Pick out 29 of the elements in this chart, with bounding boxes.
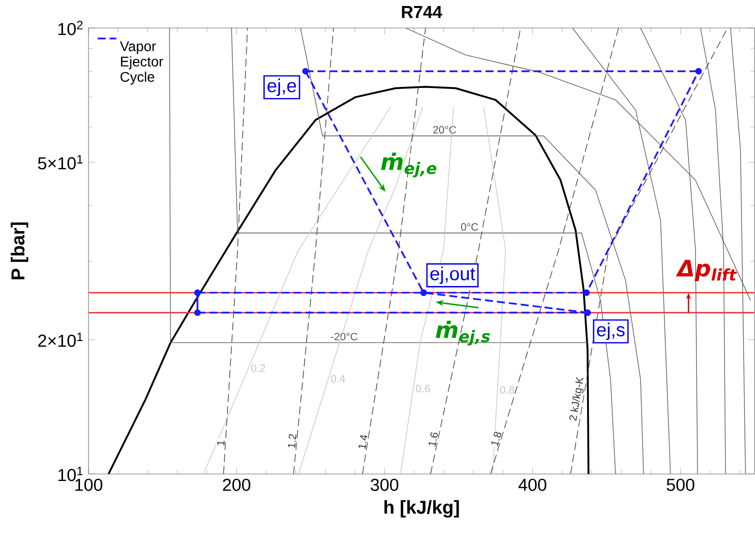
series-label: 0.2: [251, 364, 266, 372]
series-label: 20°C: [433, 126, 456, 134]
annotation: ṁ$_{ej,e}$: [381, 152, 436, 178]
annotation: ej,out: [430, 266, 476, 284]
text: 1.6: [428, 432, 438, 447]
y-axis-title: P [bar]: [10, 222, 28, 280]
chart-title: R744: [402, 6, 442, 18]
x-tick-label: 300: [370, 478, 398, 491]
series-label: 0.6: [416, 384, 430, 392]
series-label: 0.4: [331, 374, 346, 382]
x-tick-label: 200: [222, 478, 250, 491]
series-label: -20°C: [330, 332, 358, 340]
y-tick-label: 5×10$^{1}$: [38, 155, 83, 170]
series-label: 0°C: [461, 223, 478, 231]
x-axis-title: h [kJ/kg]: [384, 500, 459, 518]
x-tick-label: 400: [518, 478, 546, 491]
text: 2 kJ/kg-K: [569, 376, 584, 421]
annotation: ej,e: [268, 78, 296, 96]
annotation: ṁ$_{ej,s}$: [436, 320, 490, 346]
legend-label: Vapor Ejector Cycle: [120, 41, 164, 85]
y-tick-label: 10$^{2}$: [58, 20, 83, 36]
text: 1: [217, 440, 225, 446]
series-label: 0.8: [500, 386, 514, 394]
text: 1.8: [491, 432, 502, 446]
x-tick-label: 500: [666, 478, 694, 491]
annotation: ej,s: [597, 322, 625, 340]
text: 1.4: [358, 435, 368, 450]
text: 1.2: [288, 434, 296, 448]
y-tick-label: 2×10$^{1}$: [38, 332, 83, 347]
